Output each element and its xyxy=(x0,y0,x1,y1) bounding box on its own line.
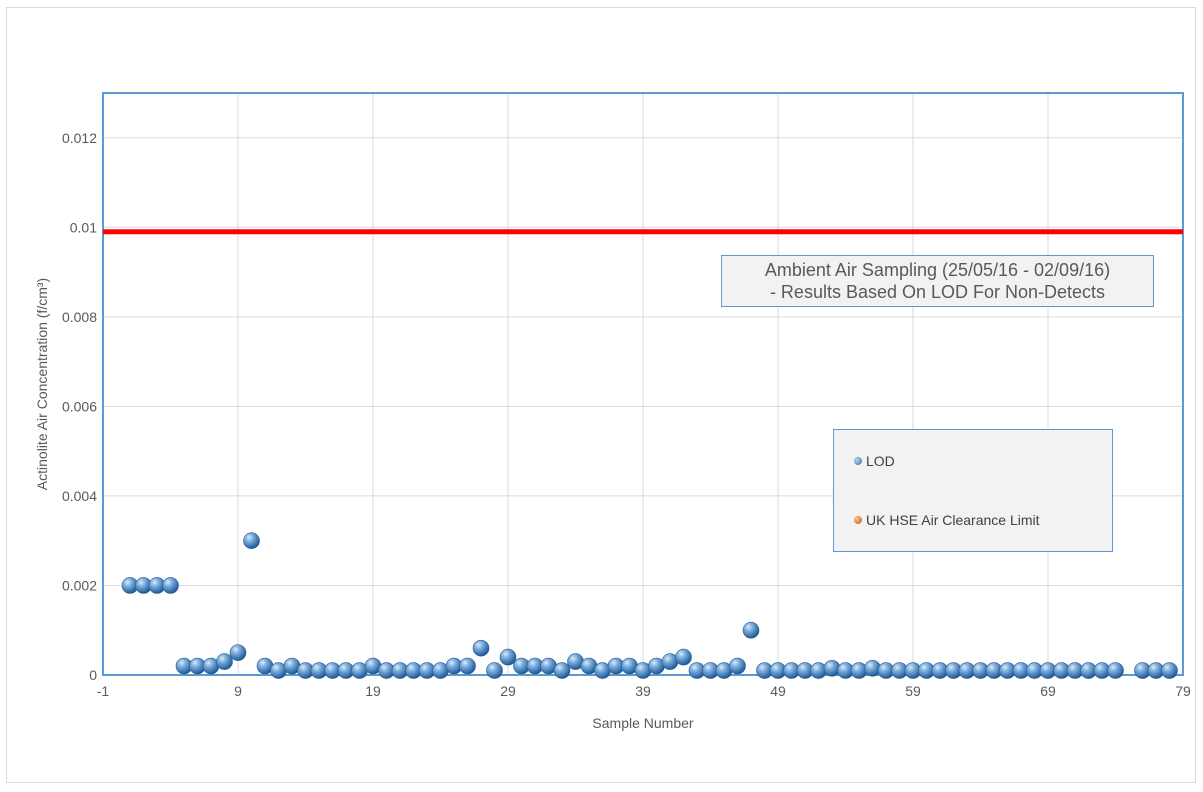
chart-frame xyxy=(6,7,1196,783)
chart-title-line-2: - Results Based On LOD For Non-Detects xyxy=(769,282,1106,302)
legend-label-hse-limit: UK HSE Air Clearance Limit xyxy=(866,512,1040,528)
chart-title-line-1: Ambient Air Sampling (25/05/16 - 02/09/1… xyxy=(764,260,1111,280)
y-axis-title: Actinolite Air Concentration (f/cm³) xyxy=(34,278,50,490)
x-tick-label: 9 xyxy=(234,683,242,699)
chart-title-box: Ambient Air Sampling (25/05/16 - 02/09/1… xyxy=(721,255,1154,307)
lod-data-point xyxy=(459,657,476,675)
lod-data-point xyxy=(472,639,490,657)
x-axis-title: Sample Number xyxy=(592,715,693,731)
y-tick-label: 0.006 xyxy=(62,398,97,414)
y-tick-label: 0 xyxy=(89,667,97,683)
lod-data-point xyxy=(229,644,247,661)
legend-label-lod: LOD xyxy=(866,453,895,469)
data-points xyxy=(121,532,1178,679)
x-tick-label: 39 xyxy=(635,683,651,699)
y-tick-label: 0.008 xyxy=(62,309,97,325)
lod-data-point xyxy=(499,648,517,666)
lod-data-point xyxy=(486,662,503,679)
grid-lines xyxy=(102,93,1184,676)
lod-data-point xyxy=(216,653,233,670)
legend-marker-hse-limit xyxy=(854,516,862,524)
x-tick-label: 49 xyxy=(770,683,786,699)
legend-entry-hse-limit: UK HSE Air Clearance Limit xyxy=(854,512,1040,528)
lod-data-point xyxy=(742,621,760,639)
x-tick-label: 19 xyxy=(365,683,381,699)
tick-labels: -1 9 19 29 39 49 59 69 79 0 0.002 0.004 0.006 0.008 0.… xyxy=(62,130,1191,699)
lod-data-point xyxy=(675,648,692,666)
legend: LOD UK HSE Air Clearance Limit xyxy=(833,429,1113,552)
x-tick-label: 29 xyxy=(500,683,516,699)
y-tick-label: 0.01 xyxy=(70,219,97,235)
legend-marker-lod xyxy=(854,457,862,465)
legend-entry-lod: LOD xyxy=(854,453,895,469)
x-tick-label: 69 xyxy=(1040,683,1056,699)
lod-data-point xyxy=(243,532,260,549)
x-tick-label: 79 xyxy=(1175,683,1191,699)
y-tick-label: 0.004 xyxy=(62,488,97,504)
lod-data-point xyxy=(1161,662,1178,679)
x-tick-label: -1 xyxy=(97,683,110,699)
y-tick-label: 0.012 xyxy=(62,130,97,146)
lod-data-point xyxy=(729,657,746,675)
lod-data-point xyxy=(1107,662,1124,679)
y-tick-label: 0.002 xyxy=(62,577,97,593)
lod-data-point xyxy=(162,577,179,594)
lod-data-point xyxy=(553,662,571,679)
x-tick-label: 59 xyxy=(905,683,921,699)
